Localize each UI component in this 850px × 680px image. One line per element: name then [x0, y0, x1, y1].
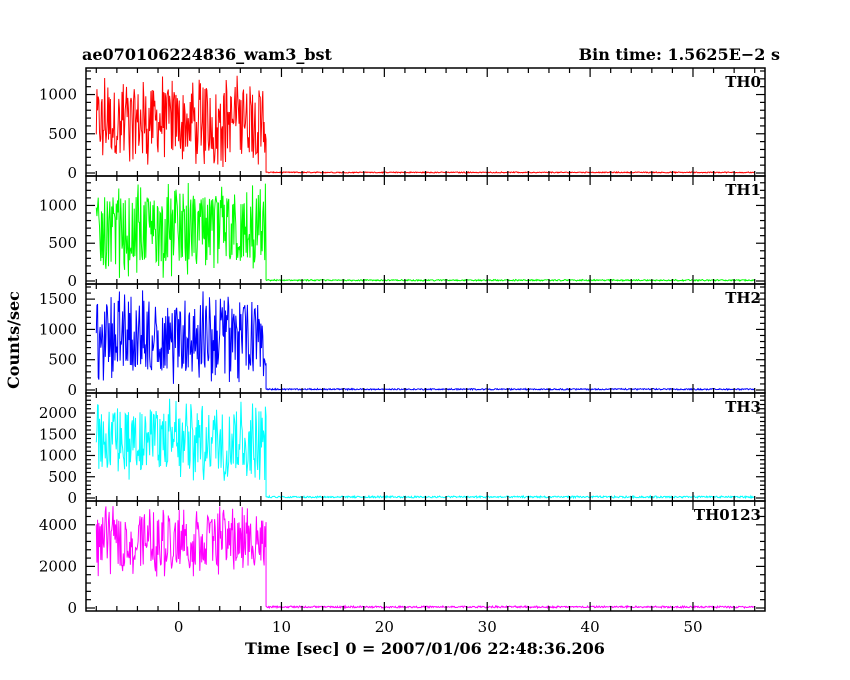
panel-th0: 0 500 1000 TH0	[39, 67, 766, 182]
y-tick-label-th2-0: 0	[67, 381, 77, 399]
x-axis-label: Time [sec] 0 = 2007/01/06 22:48:36.206	[245, 639, 605, 658]
y-tick-label-th3-0: 0	[67, 489, 77, 507]
y-tick-label-th3-500: 500	[48, 468, 77, 486]
x-tick-label-30: 30	[478, 618, 497, 636]
panel-label-th0: TH0	[725, 73, 761, 91]
series-th1-segment-1	[265, 278, 756, 282]
x-tick-label-50: 50	[683, 618, 702, 636]
y-tick-label-th0-500: 500	[48, 125, 77, 143]
series-th0123-segment-0	[95, 506, 267, 607]
chart-title: ae070106224836_wam3_bst	[82, 45, 333, 64]
y-tick-label-th0123-4000: 4000	[39, 516, 77, 534]
x-tick-label-0: 0	[174, 618, 184, 636]
y-tick-label-th3-2000: 2000	[39, 404, 77, 422]
y-tick-label-th2-1500: 1500	[39, 290, 77, 308]
panel-label-th2: TH2	[725, 289, 761, 307]
y-tick-label-th0-1000: 1000	[39, 86, 77, 104]
y-tick-label-th3-1500: 1500	[39, 425, 77, 443]
series-th2-segment-1	[265, 387, 755, 392]
y-tick-label-th3-1000: 1000	[39, 447, 77, 465]
x-tick-label-10: 10	[272, 618, 291, 636]
panel-label-th0123: TH0123	[694, 506, 761, 524]
y-tick-label-th2-1000: 1000	[39, 320, 77, 338]
y-axis-label: Counts/sec	[4, 291, 23, 389]
panel-th1: 0 500 1000 TH1	[39, 175, 766, 290]
y-tick-label-th0123-2000: 2000	[39, 557, 77, 575]
y-tick-label-th1-1000: 1000	[39, 196, 77, 214]
bin-time-label: Bin time: 1.5625E−2 s	[579, 45, 780, 64]
y-tick-label-th1-500: 500	[48, 234, 77, 252]
x-tick-label-20: 20	[375, 618, 394, 636]
series-th0-segment-1	[265, 170, 756, 174]
y-tick-label-th2-500: 500	[48, 351, 77, 369]
series-th0-segment-0	[95, 75, 267, 173]
series-th3-segment-1	[265, 494, 756, 500]
y-tick-label-th0-0: 0	[67, 164, 77, 182]
x-tick-label-40: 40	[581, 618, 600, 636]
panel-frame-th2	[85, 283, 766, 394]
panel-th3: 0 500 1000 1500 2000 TH3	[39, 392, 766, 507]
series-th1-segment-0	[95, 183, 267, 281]
panel-label-th3: TH3	[725, 398, 761, 416]
panel-th0123: 0 2000 4000 TH0123	[39, 500, 766, 617]
series-th0123-segment-1	[265, 604, 755, 610]
panel-th2: 0 500 1000 1500 TH2	[39, 283, 766, 399]
series-th2-segment-0	[95, 290, 267, 390]
y-tick-label-th0123-0: 0	[67, 599, 77, 617]
series-th3-segment-0	[95, 398, 267, 498]
y-tick-label-th1-0: 0	[67, 272, 77, 290]
panel-label-th1: TH1	[725, 181, 761, 199]
